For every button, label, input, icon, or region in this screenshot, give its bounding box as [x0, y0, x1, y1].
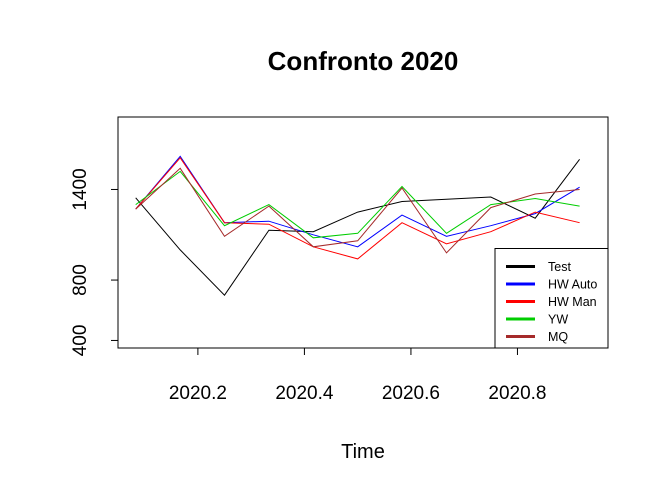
- series-line-test: [135, 158, 580, 296]
- y-tick-label: 1400: [70, 168, 91, 210]
- legend: Test HW Auto HW Man YW MQ: [494, 248, 609, 349]
- series-line-mq: [135, 167, 580, 254]
- series-line-yw: [135, 170, 580, 239]
- x-tick-label: 2020.4: [275, 383, 334, 404]
- y-axis: 400 800 1400: [70, 168, 119, 357]
- legend-label: Test: [548, 260, 571, 274]
- x-tick-label: 2020.6: [382, 383, 440, 404]
- legend-label: YW: [548, 313, 568, 327]
- x-axis: 2020.2 2020.4 2020.6 2020.8: [169, 347, 547, 404]
- x-tick-label: 2020.2: [169, 383, 227, 404]
- legend-label: HW Auto: [548, 278, 597, 292]
- y-tick-label: 400: [70, 325, 91, 357]
- chart-title: Confronto 2020: [268, 46, 459, 76]
- legend-label: MQ: [548, 330, 568, 344]
- y-tick-label: 800: [70, 264, 91, 296]
- series-line-hw-man: [135, 156, 580, 260]
- x-tick-label: 2020.8: [488, 383, 546, 404]
- x-axis-label: Time: [341, 441, 385, 463]
- series-lines: [135, 155, 580, 296]
- legend-label: HW Man: [548, 295, 597, 309]
